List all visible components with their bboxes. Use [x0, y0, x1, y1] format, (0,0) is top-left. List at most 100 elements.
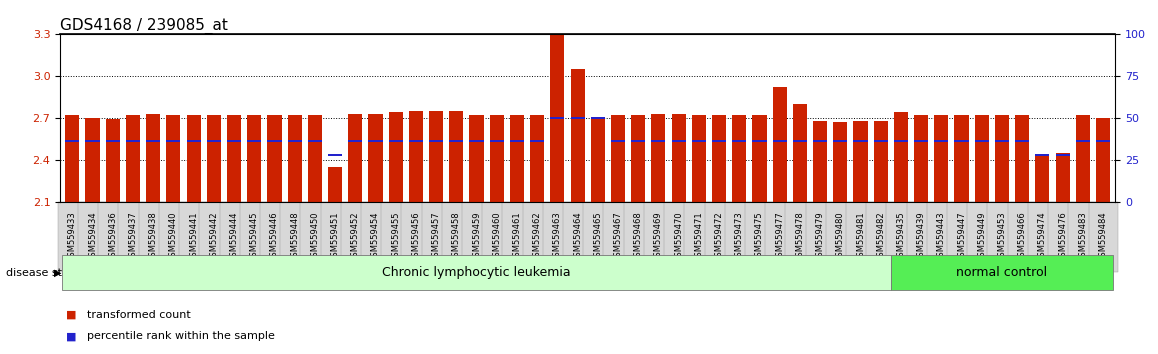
Bar	[65, 115, 80, 202]
Text: percentile rank within the sample: percentile rank within the sample	[87, 331, 274, 341]
Bar	[207, 115, 221, 202]
Bar	[691, 140, 706, 142]
Bar	[409, 111, 423, 202]
Bar	[853, 120, 867, 202]
Bar	[490, 140, 504, 142]
Bar	[227, 140, 241, 142]
Bar	[995, 140, 1009, 142]
Bar	[1076, 140, 1090, 142]
Bar	[146, 140, 160, 142]
Bar	[712, 115, 726, 202]
Bar	[227, 115, 241, 202]
Bar	[469, 115, 484, 202]
Bar	[105, 119, 119, 202]
Bar	[349, 114, 362, 202]
Bar	[1016, 140, 1029, 142]
Bar	[732, 115, 746, 202]
Bar	[530, 115, 544, 202]
Bar	[611, 140, 625, 142]
Bar	[873, 140, 888, 142]
Bar	[631, 115, 645, 202]
Bar	[186, 140, 200, 142]
Bar	[247, 140, 262, 142]
Bar	[631, 140, 645, 142]
Bar	[308, 115, 322, 202]
Bar	[591, 118, 604, 202]
Bar	[753, 140, 767, 142]
Bar	[469, 140, 484, 142]
Bar	[167, 115, 181, 202]
Bar	[813, 140, 827, 142]
Bar	[793, 104, 807, 202]
Bar	[105, 140, 119, 142]
Bar	[86, 140, 100, 142]
Bar	[308, 140, 322, 142]
Bar	[813, 120, 827, 202]
Bar	[954, 115, 968, 202]
Bar	[167, 140, 181, 142]
Bar	[409, 140, 423, 142]
Bar	[368, 114, 382, 202]
Bar	[672, 114, 686, 202]
Bar	[571, 116, 585, 119]
Text: disease state: disease state	[6, 268, 80, 278]
Bar	[1035, 154, 1049, 156]
Bar	[1076, 115, 1090, 202]
Bar	[712, 140, 726, 142]
Bar	[267, 115, 281, 202]
Bar	[328, 167, 342, 202]
Bar	[975, 140, 989, 142]
Bar	[328, 154, 342, 156]
Bar	[793, 140, 807, 142]
Bar	[349, 140, 362, 142]
Bar	[247, 115, 262, 202]
Bar	[651, 140, 666, 142]
Bar	[510, 115, 525, 202]
Bar	[287, 140, 302, 142]
Text: normal control: normal control	[957, 266, 1048, 279]
Bar	[753, 115, 767, 202]
Bar	[86, 118, 100, 202]
Text: transformed count: transformed count	[87, 310, 191, 320]
Bar	[186, 115, 200, 202]
Bar	[935, 140, 948, 142]
Bar	[1056, 153, 1070, 202]
Bar	[691, 115, 706, 202]
Bar	[834, 140, 848, 142]
Bar	[834, 122, 848, 202]
Bar	[672, 140, 686, 142]
Bar	[389, 112, 403, 202]
Text: GDS4168 / 239085_at: GDS4168 / 239085_at	[60, 17, 228, 34]
Bar	[914, 140, 929, 142]
Bar	[510, 140, 525, 142]
Bar	[490, 115, 504, 202]
Text: Chronic lymphocytic leukemia: Chronic lymphocytic leukemia	[382, 266, 571, 279]
Bar	[146, 114, 160, 202]
Bar	[935, 115, 948, 202]
Bar	[65, 140, 80, 142]
Bar	[651, 114, 666, 202]
Bar	[449, 140, 463, 142]
Bar	[267, 140, 281, 142]
Bar	[1095, 140, 1111, 142]
Text: ■: ■	[66, 331, 76, 341]
Bar	[894, 112, 908, 202]
Bar	[591, 116, 604, 119]
Bar	[530, 140, 544, 142]
Bar	[368, 140, 382, 142]
Bar	[975, 115, 989, 202]
Bar	[550, 34, 564, 202]
Bar	[287, 115, 302, 202]
Bar	[430, 111, 444, 202]
Text: ▶: ▶	[54, 268, 61, 278]
Bar	[571, 69, 585, 202]
Bar	[853, 140, 867, 142]
Bar	[449, 111, 463, 202]
Bar	[430, 140, 444, 142]
Bar	[126, 140, 140, 142]
Bar	[772, 87, 786, 202]
Bar	[550, 116, 564, 119]
Bar	[389, 140, 403, 142]
Bar	[1016, 115, 1029, 202]
Bar	[772, 140, 786, 142]
